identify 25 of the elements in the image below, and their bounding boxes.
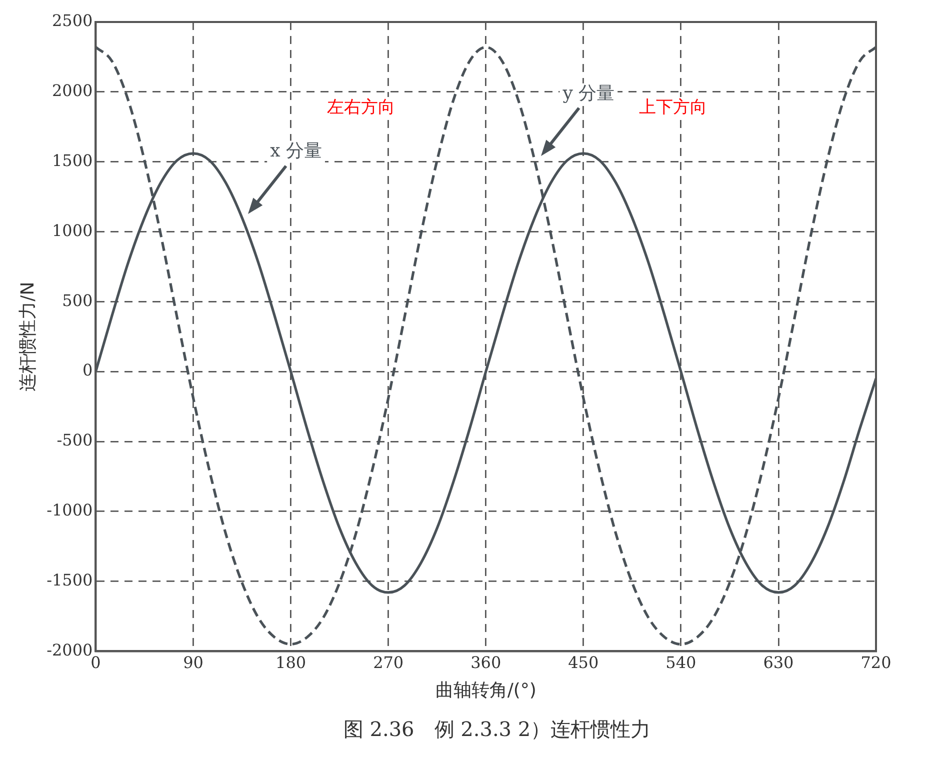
y-tick-label: 0: [82, 360, 93, 380]
text: y 分量: [562, 83, 615, 104]
y-tick-label: 1500: [52, 150, 93, 170]
y-tick-label: -500: [56, 430, 93, 450]
text: x 分量: [270, 140, 322, 162]
x-tick-label: 630: [763, 652, 794, 672]
y-tick-label: 2000: [52, 81, 93, 100]
y-tick-label: -1500: [46, 570, 93, 590]
y-tick-label: 500: [62, 290, 93, 310]
x-tick-label: 450: [568, 652, 599, 672]
y-tick-label: 1000: [52, 220, 93, 240]
text: 图 2.36 例 2.3.3 2）连杆惯性力: [342, 716, 652, 743]
y-tick-label: -1000: [46, 500, 93, 520]
x-tick-label: 90: [183, 652, 204, 672]
x-tick-label: 360: [470, 652, 502, 672]
annotation: 上下方向: [639, 97, 708, 118]
x-axis-title: 曲轴转角/(°): [435, 680, 536, 701]
x-tick-label: 540: [666, 652, 696, 672]
y-tick-label: 2500: [52, 11, 93, 30]
x-tick-label: 180: [276, 652, 306, 672]
annotation: 左右方向: [327, 97, 396, 118]
x-tick-label: 270: [373, 652, 404, 672]
x-tick-label: 720: [860, 652, 892, 672]
y-tick-label: -2000: [46, 640, 93, 660]
y-axis-title: 连杆惯性力/N: [17, 282, 38, 392]
